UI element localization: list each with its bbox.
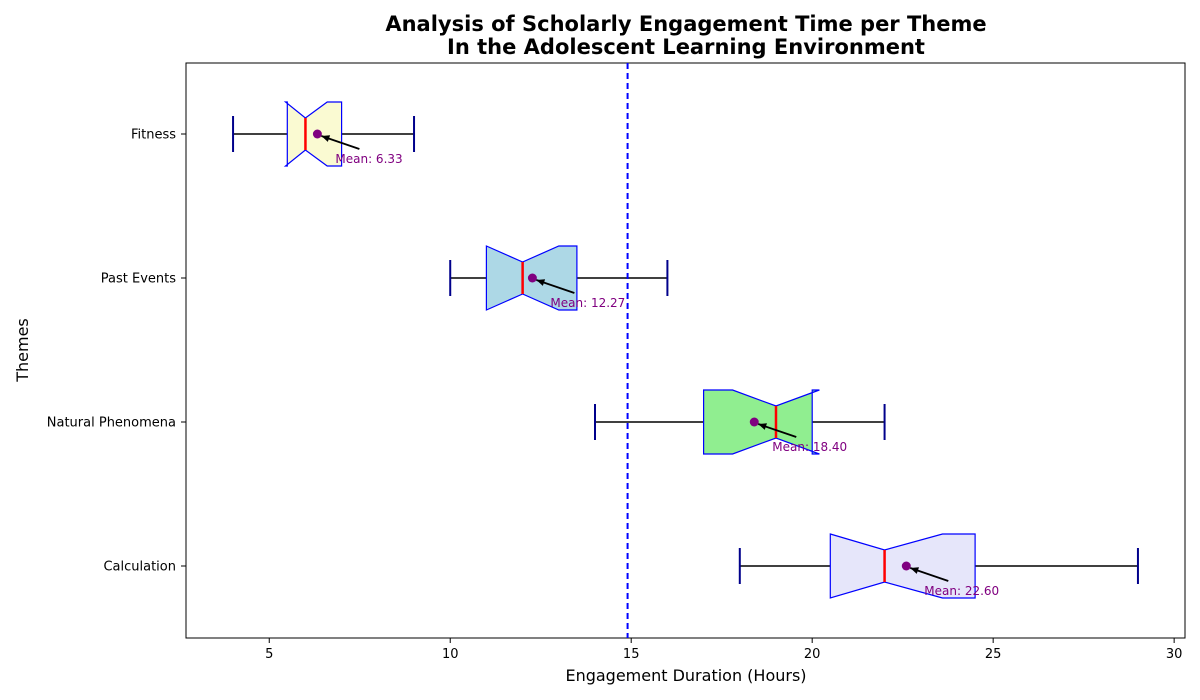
y-tick-label: Natural Phenomena: [47, 416, 176, 431]
x-tick-label: 30: [1166, 647, 1183, 662]
mean-marker: [527, 273, 537, 283]
mean-marker: [901, 561, 911, 571]
x-tick-label: 15: [623, 647, 640, 662]
mean-label: Mean: 6.33: [335, 152, 402, 166]
mean-annotation-arrowhead: [536, 279, 546, 286]
box-body: [702, 389, 820, 455]
mean-marker: [749, 417, 759, 427]
plot-area: [185, 62, 1186, 639]
x-axis-label: Engagement Duration (Hours): [565, 666, 806, 685]
y-tick-label: Calculation: [103, 560, 176, 575]
mean-marker: [312, 129, 322, 139]
box-group: Mean: 22.60 Mean: 18.40 Mean: 12.27 Mean: 6…: [232, 63, 1139, 638]
y-axis: Calculation Natural Phenomena Past Events F…: [47, 128, 186, 575]
mean-label: Mean: 18.40: [772, 440, 847, 454]
y-tick-label: Fitness: [131, 128, 176, 143]
mean-label: Mean: 12.27: [550, 296, 625, 310]
mean-annotation-arrowhead: [758, 423, 767, 430]
x-axis: 5 10 15 20 25 30: [265, 638, 1182, 662]
x-tick-label: 5: [265, 647, 273, 662]
x-tick-label: 25: [985, 647, 1002, 662]
x-tick-label: 20: [804, 647, 821, 662]
mean-label: Mean: 22.60: [924, 584, 999, 598]
chart-title-line-1: Analysis of Scholarly Engagement Time pe…: [385, 12, 986, 36]
chart-title-line-2: In the Adolescent Learning Environment: [447, 35, 925, 59]
y-axis-label: Themes: [13, 318, 32, 383]
mean-annotation-arrowhead: [321, 135, 331, 142]
mean-annotation-arrowhead: [910, 567, 919, 574]
y-tick-label: Past Events: [101, 272, 176, 287]
x-tick-label: 10: [442, 647, 459, 662]
